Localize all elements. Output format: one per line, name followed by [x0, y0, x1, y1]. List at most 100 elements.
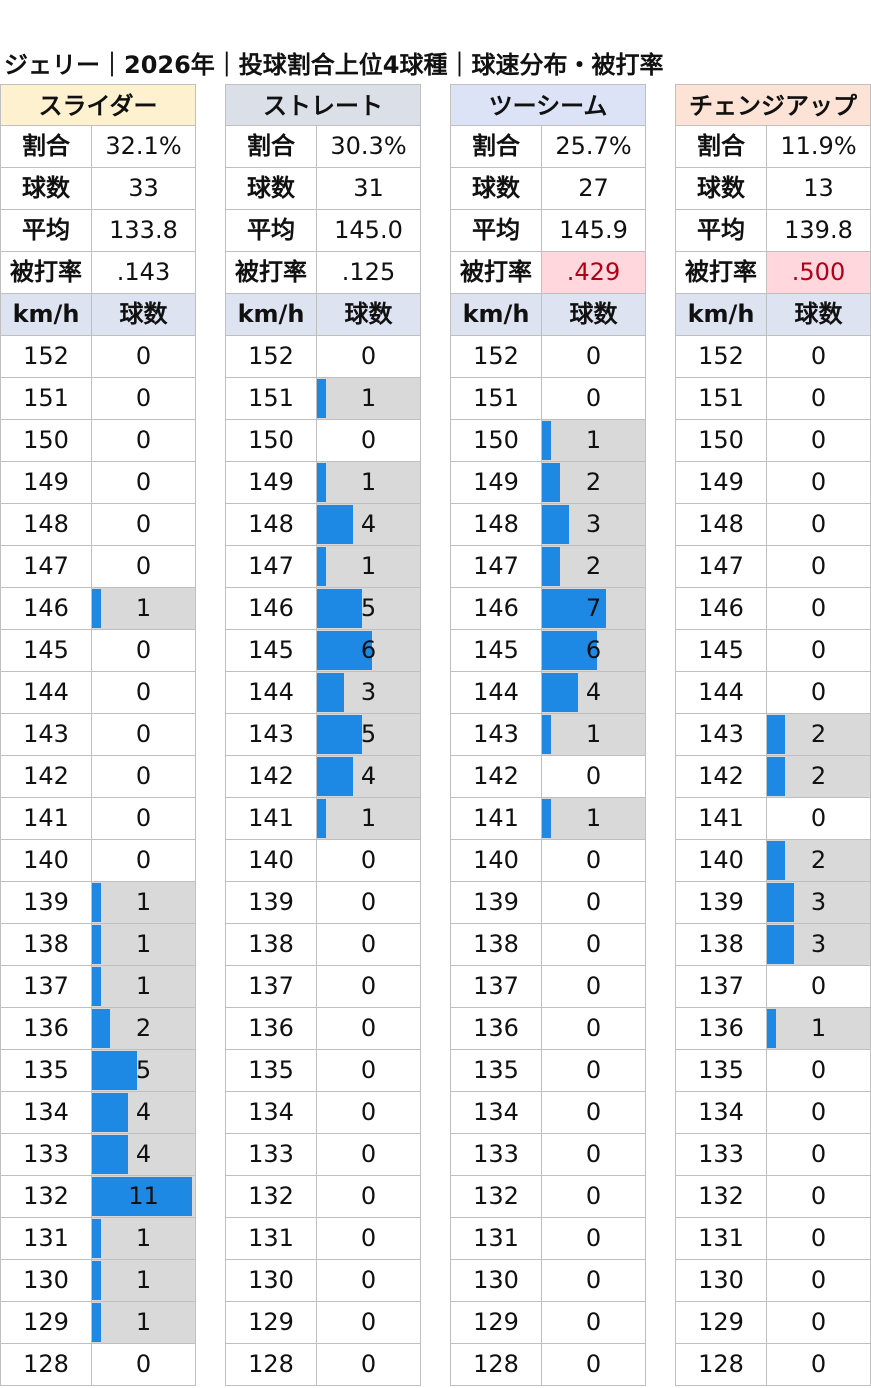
pitch-panel: ツーシーム 割合 25.7% 球数 27 平均 145.9 被打率 .429 km/h 球数 152 0… [450, 84, 646, 1386]
speed-cell: 140 [1, 840, 92, 881]
table-row: 149 2 [450, 462, 646, 504]
count-value: 2 [135, 1014, 152, 1042]
count-cell: 5 [317, 714, 420, 755]
table-row: 143 2 [675, 714, 871, 756]
count-value: 2 [585, 552, 602, 580]
count-value: 2 [810, 762, 827, 790]
stat-label: 球数 [451, 168, 542, 209]
table-row: 145 6 [450, 630, 646, 672]
pitch-name: チェンジアップ [675, 84, 871, 126]
table-row: 131 1 [0, 1218, 196, 1260]
count-cell: 0 [542, 1302, 645, 1343]
stat-value: 145.0 [334, 216, 403, 244]
count-value: 5 [360, 594, 377, 622]
count-bar [92, 883, 101, 922]
count-cell: 0 [92, 546, 195, 587]
count-bar [92, 1219, 101, 1258]
stat-value: 32.1% [105, 132, 182, 160]
count-value: 4 [135, 1098, 152, 1126]
count-value: 0 [585, 1014, 602, 1042]
speed-cell: 129 [676, 1302, 767, 1343]
table-row: 135 0 [225, 1050, 421, 1092]
count-value: 1 [585, 720, 602, 748]
count-cell: 0 [92, 1344, 195, 1385]
count-cell: 0 [317, 966, 420, 1007]
table-row: 144 0 [0, 672, 196, 714]
count-value: 0 [585, 1140, 602, 1168]
count-value: 1 [585, 426, 602, 454]
speed-cell: 132 [1, 1176, 92, 1217]
count-bar [317, 463, 326, 502]
table-row: 138 1 [0, 924, 196, 966]
speed-cell: 128 [451, 1344, 542, 1385]
count-value: 0 [810, 636, 827, 664]
count-value: 0 [135, 678, 152, 706]
count-cell: 1 [542, 798, 645, 839]
stat-value: 11.9% [780, 132, 857, 160]
speed-cell: 129 [226, 1302, 317, 1343]
count-value: 1 [360, 552, 377, 580]
count-bar [542, 547, 560, 586]
speed-cell: 133 [676, 1134, 767, 1175]
stat-value: 27 [578, 174, 609, 202]
table-row: 128 0 [0, 1344, 196, 1386]
stat-value: 33 [128, 174, 159, 202]
speed-cell: 140 [226, 840, 317, 881]
speed-cell: 141 [676, 798, 767, 839]
speed-cell: 148 [451, 504, 542, 545]
count-cell: 5 [317, 588, 420, 629]
count-cell: 0 [542, 882, 645, 923]
speed-cell: 133 [451, 1134, 542, 1175]
stat-row: 平均 145.9 [450, 210, 646, 252]
dist-header: km/h 球数 [450, 294, 646, 336]
count-cell: 0 [542, 966, 645, 1007]
stat-label: 球数 [1, 168, 92, 209]
count-cell: 0 [767, 546, 870, 587]
count-cell: 0 [767, 1050, 870, 1091]
count-value: 0 [810, 804, 827, 832]
count-value: 1 [135, 972, 152, 1000]
stat-label: 被打率 [226, 252, 317, 293]
count-cell: 1 [317, 462, 420, 503]
count-value: 0 [810, 594, 827, 622]
speed-cell: 132 [226, 1176, 317, 1217]
count-value: 1 [135, 1308, 152, 1336]
table-row: 132 0 [675, 1176, 871, 1218]
count-cell: 4 [317, 756, 420, 797]
stat-value: 30.3% [330, 132, 407, 160]
speed-cell: 152 [226, 336, 317, 377]
count-cell: 0 [317, 1218, 420, 1259]
speed-cell: 131 [451, 1218, 542, 1259]
count-cell: 0 [317, 1092, 420, 1133]
count-cell: 0 [767, 1092, 870, 1133]
count-value: 0 [135, 804, 152, 832]
table-row: 146 7 [450, 588, 646, 630]
count-value: 0 [135, 636, 152, 664]
count-value: 0 [810, 1266, 827, 1294]
count-value: 1 [135, 888, 152, 916]
table-row: 148 0 [675, 504, 871, 546]
speed-cell: 146 [1, 588, 92, 629]
count-bar [767, 883, 794, 922]
count-cell: 0 [92, 798, 195, 839]
stat-row: 球数 31 [225, 168, 421, 210]
speed-cell: 152 [1, 336, 92, 377]
count-value: 3 [810, 888, 827, 916]
table-row: 135 0 [675, 1050, 871, 1092]
count-cell: 0 [317, 1176, 420, 1217]
speed-cell: 136 [451, 1008, 542, 1049]
count-cell: 0 [542, 1218, 645, 1259]
count-value: 3 [360, 678, 377, 706]
count-value: 2 [810, 846, 827, 874]
count-cell: 0 [92, 630, 195, 671]
count-value: 1 [135, 930, 152, 958]
count-bar [317, 715, 362, 754]
count-header: 球数 [92, 294, 195, 335]
speed-cell: 141 [451, 798, 542, 839]
stat-row: 割合 11.9% [675, 126, 871, 168]
count-cell: 0 [317, 420, 420, 461]
count-cell: 0 [92, 504, 195, 545]
table-row: 135 0 [450, 1050, 646, 1092]
count-cell: 0 [317, 924, 420, 965]
count-cell: 0 [767, 966, 870, 1007]
